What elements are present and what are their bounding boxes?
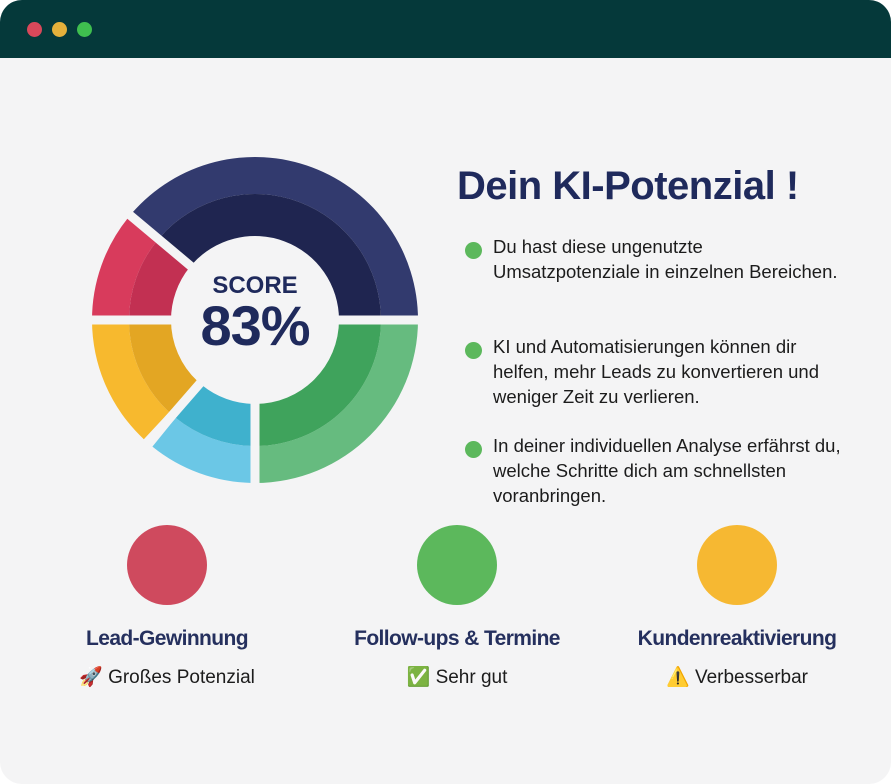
status-circle <box>697 525 777 605</box>
category-label: Follow-ups & Termine <box>354 627 560 650</box>
donut-gap <box>124 209 196 271</box>
rocket-icon: 🚀 <box>79 667 103 688</box>
donut-segment-red-inner <box>129 240 190 320</box>
bullet-dot-icon <box>465 441 482 458</box>
bullet-text: In deiner individuellen Analyse erfährst… <box>493 435 841 506</box>
bullet-dot-icon <box>465 342 482 359</box>
donut-segment-yellow-outer <box>92 320 170 440</box>
window-titlebar <box>0 0 891 58</box>
donut-segment-green-outer <box>255 320 418 483</box>
check-icon: ✅ <box>406 667 431 688</box>
status-text: Großes Potenzial <box>108 667 255 688</box>
warning-icon: ⚠️ <box>666 667 690 688</box>
status-text: Sehr gut <box>435 667 508 688</box>
donut-segment-navy-inner <box>159 194 381 320</box>
category-status: ⚠️ Verbesserbar <box>607 665 867 689</box>
score-value: 83% <box>200 294 310 357</box>
category-follow-ups: Follow-ups & Termine ✅ Sehr gut <box>327 525 587 689</box>
donut-segment-green-inner <box>255 320 381 446</box>
donut-segment-blue-inner <box>175 385 254 446</box>
donut-segment-blue-outer <box>152 417 253 483</box>
category-lead-gewinnung: Lead-Gewinnung 🚀 Großes Potenzial <box>37 525 297 689</box>
minimize-dot[interactable] <box>52 22 67 37</box>
category-status: ✅ Sehr gut <box>327 665 587 689</box>
page-title: Dein KI-Potenzial ! <box>457 164 799 208</box>
donut-segment-red-outer <box>92 217 158 320</box>
score-label: SCORE <box>212 272 298 299</box>
donut-segment-yellow-inner <box>129 320 198 413</box>
category-kundenreaktivierung: Kundenreaktivierung ⚠️ Verbesserbar <box>607 525 867 689</box>
bullet-text: KI und Automatisierungen können dir helf… <box>493 336 820 407</box>
category-label: Kundenreaktivierung <box>637 627 837 650</box>
bullet-text: Du hast diese ungenutzte Umsatzpotenzial… <box>493 236 838 282</box>
category-status: 🚀 Großes Potenzial <box>37 665 297 689</box>
category-label: Lead-Gewinnung <box>86 627 249 650</box>
bullet-dot-icon <box>465 242 482 259</box>
status-text: Verbesserbar <box>694 667 808 688</box>
maximize-dot[interactable] <box>77 22 92 37</box>
status-circle <box>417 525 497 605</box>
donut-gap <box>142 378 205 449</box>
close-dot[interactable] <box>27 22 42 37</box>
status-circle <box>127 525 207 605</box>
donut-segment-navy-outer <box>131 157 418 320</box>
score-donut <box>88 157 422 487</box>
